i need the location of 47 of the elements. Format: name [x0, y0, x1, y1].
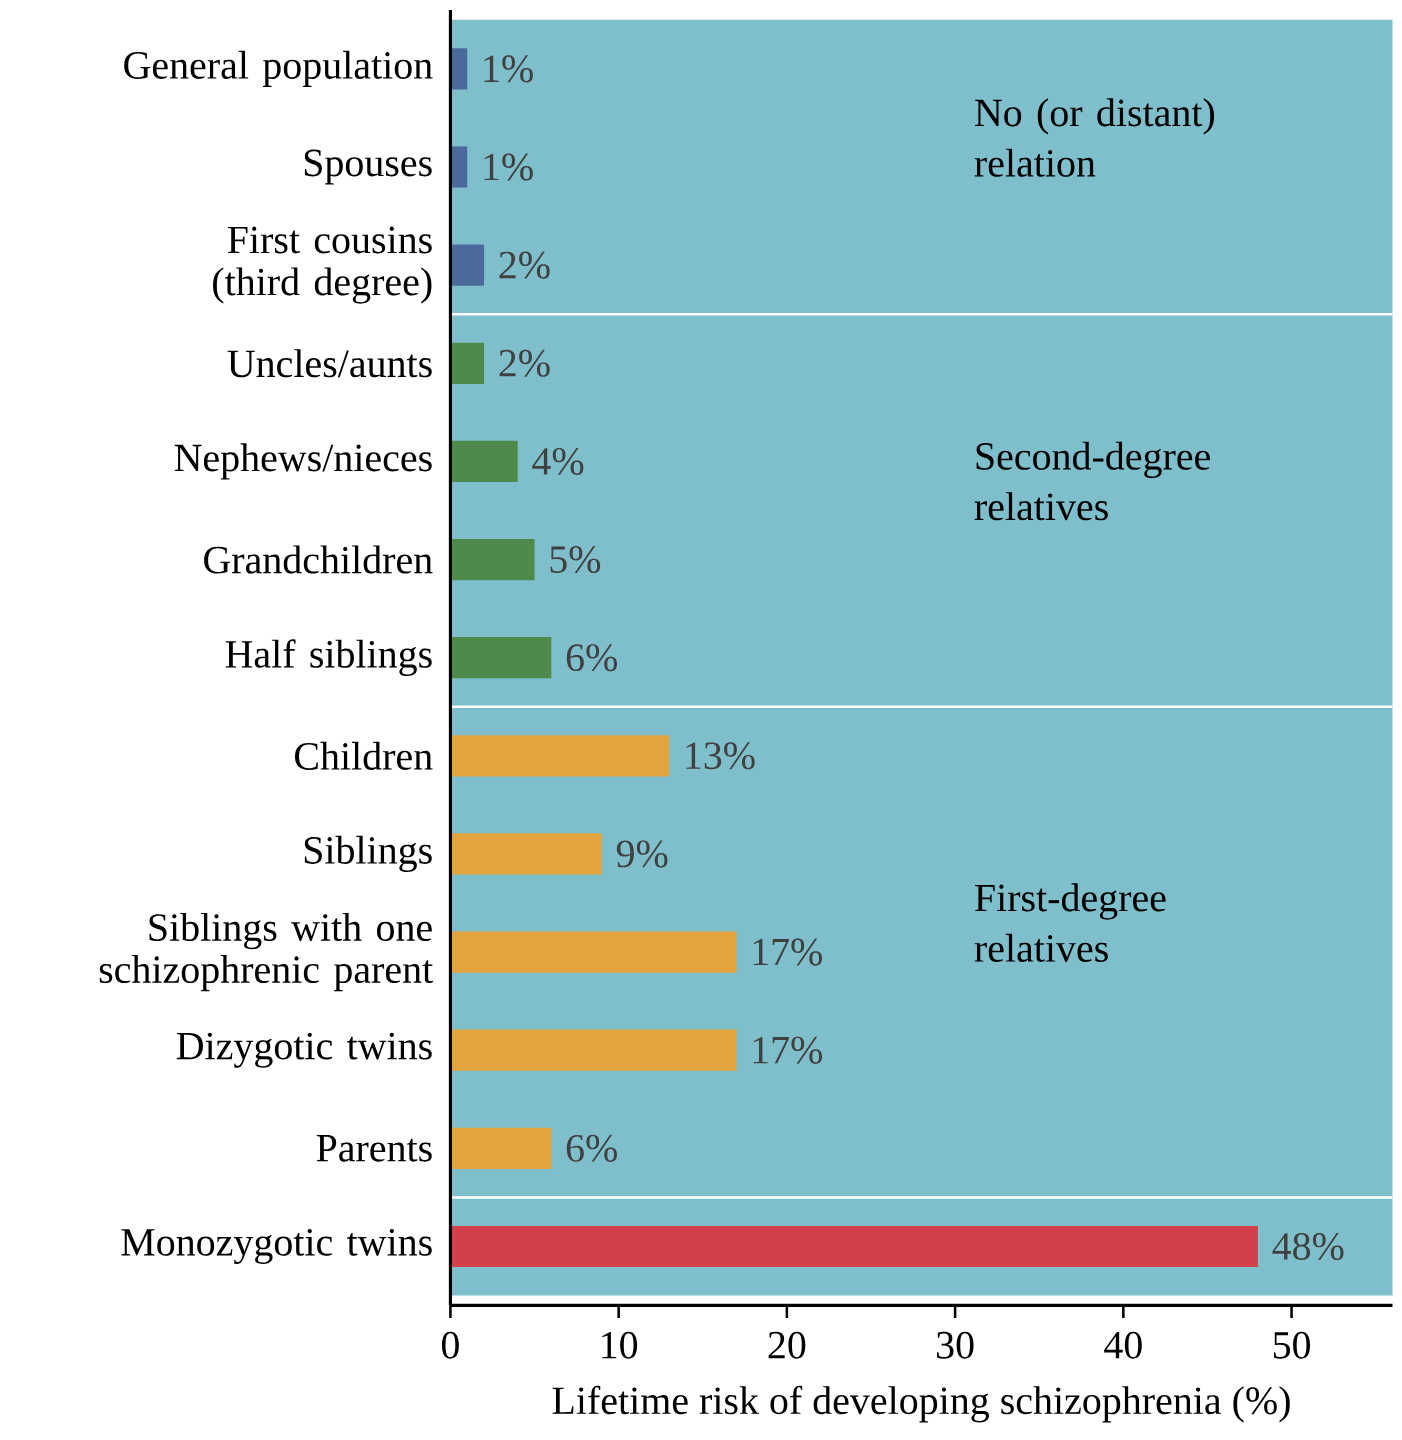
y-tick-label: Siblings with one schizophrenic parent — [99, 912, 433, 992]
x-tick-label: 50 — [1273, 1331, 1310, 1359]
bar — [450, 637, 552, 679]
bar — [450, 244, 484, 286]
band-label: No (or distant) relation — [974, 98, 1214, 177]
x-tick-label: 20 — [768, 1331, 806, 1359]
x-axis-title: Lifetime risk of developing schizophrenia (%) — [552, 1385, 1290, 1423]
y-tick-label: Half siblings — [225, 639, 432, 677]
bar — [450, 1127, 552, 1169]
y-tick-label: Dizygotic twins — [176, 1032, 432, 1068]
band-label: Second-degree relatives — [974, 441, 1210, 521]
y-tick-label: Spouses — [304, 149, 432, 185]
data-label: 2% — [499, 251, 550, 279]
data-label: 4% — [532, 447, 584, 475]
data-label: 17% — [753, 938, 822, 966]
x-tick-label: 30 — [936, 1331, 974, 1359]
y-tick-label: First cousins (third degree) — [212, 226, 432, 304]
y-tick-label: Grandchildren — [203, 545, 433, 574]
y-tick-label: Children — [294, 741, 433, 770]
band-label: First-degree relatives — [974, 883, 1166, 962]
x-tick-label: 40 — [1103, 1331, 1142, 1359]
data-label: 2% — [499, 349, 550, 377]
bar — [450, 538, 535, 581]
y-tick-label: Monozygotic twins — [121, 1228, 432, 1265]
bar — [450, 833, 602, 875]
data-label: 5% — [550, 546, 600, 574]
data-label: 9% — [616, 840, 668, 868]
y-tick-label: Nephews/nieces — [174, 443, 432, 480]
data-label: 1% — [484, 55, 533, 83]
bar — [450, 342, 484, 384]
bar — [450, 1029, 737, 1071]
data-label: 17% — [753, 1036, 822, 1064]
x-tick-label: 0 — [441, 1331, 459, 1359]
x-tick-label: 10 — [601, 1331, 637, 1359]
data-label: 13% — [686, 742, 755, 770]
bar — [450, 735, 669, 777]
data-label: 6% — [566, 1134, 617, 1162]
data-label: 1% — [484, 153, 533, 181]
y-tick-label: Uncles/aunts — [227, 349, 432, 378]
data-label: 48% — [1272, 1232, 1344, 1261]
bar — [450, 440, 518, 483]
y-tick-label: General population — [123, 50, 433, 87]
bar — [450, 146, 468, 188]
bar — [450, 931, 737, 973]
y-tick-label: Parents — [316, 1135, 432, 1162]
y-tick-label: Siblings — [304, 835, 432, 873]
data-label: 6% — [566, 644, 617, 672]
